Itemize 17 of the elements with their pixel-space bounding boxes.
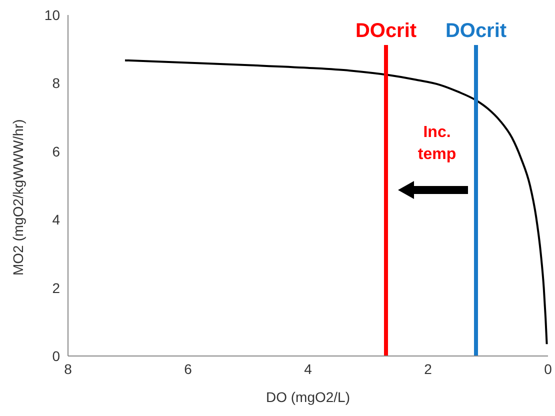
annotation: Inc. temp	[416, 123, 458, 165]
y-tick-label: 2	[52, 280, 60, 296]
x-tick-label: 8	[64, 360, 72, 377]
y-tick-label: 6	[52, 143, 60, 160]
y-axis-title: MO2 (mgO2/kgWWW/hr)	[10, 119, 26, 276]
line-series	[124, 59, 548, 346]
ref-line-label: DOcrit	[355, 20, 417, 42]
x-tick-label: 4	[304, 360, 312, 377]
x-tick-label: 6	[184, 360, 192, 377]
x-tick-label: 0	[544, 360, 552, 377]
ref-line-label: DOcrit	[445, 20, 507, 42]
x-tick-label: 2	[424, 360, 432, 377]
y-tick-label: 8	[52, 75, 60, 92]
x-axis-title: DO (mgO2/L)	[266, 389, 350, 405]
y-tick-label: 0	[52, 348, 60, 364]
y-tick-label: 10	[44, 6, 60, 23]
y-tick-label: 4	[52, 212, 60, 228]
